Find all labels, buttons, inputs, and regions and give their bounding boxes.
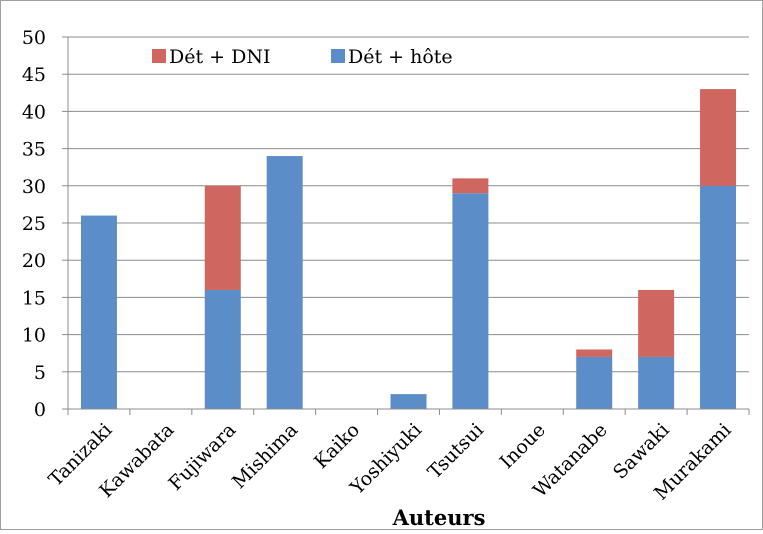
legend-label: Dét + hôte — [348, 46, 453, 68]
bar-segment — [390, 394, 427, 409]
x-tick-label: Mishima — [228, 419, 302, 493]
y-tick-label: 25 — [22, 213, 46, 235]
y-tick-label: 40 — [22, 101, 46, 123]
bar-segment — [638, 356, 675, 409]
bar-segment — [700, 89, 737, 186]
x-tick-label: Inoue — [496, 419, 550, 473]
bar-segment — [204, 185, 241, 290]
y-tick-label: 5 — [34, 362, 46, 384]
y-tick-label: 0 — [34, 399, 46, 421]
y-tick-label: 50 — [22, 27, 46, 49]
y-tick-label: 20 — [22, 250, 46, 272]
bar-segment — [80, 215, 117, 409]
y-tick-label: 15 — [22, 287, 46, 309]
y-tick-label: 45 — [22, 64, 46, 86]
y-tick-label: 10 — [22, 325, 46, 347]
bar-segment — [576, 349, 613, 357]
bar-segment — [700, 185, 737, 409]
bar-segment — [452, 178, 489, 194]
bar-segment — [452, 193, 489, 409]
bar-segment — [576, 356, 613, 409]
y-tick-label: 35 — [22, 139, 46, 161]
bars — [80, 89, 737, 409]
gridlines — [68, 36, 749, 373]
legend-label: Dét + DNI — [169, 46, 270, 68]
x-tick-label: Tsutsui — [424, 419, 488, 483]
bar-segment — [266, 156, 303, 409]
x-axis-title: Auteurs — [392, 505, 486, 529]
bar-segment — [204, 289, 241, 409]
axes: 05101520253035404550TanizakiKawabataFuji… — [22, 27, 750, 505]
legend: Dét + DNI Dét + hôte — [152, 46, 453, 68]
y-tick-label: 30 — [22, 176, 46, 198]
x-tick-label: Fujiwara — [164, 419, 240, 495]
legend-swatch — [152, 49, 166, 63]
x-tick-label: Kaiko — [310, 419, 364, 473]
legend-swatch — [331, 49, 345, 63]
bar-segment — [638, 289, 675, 357]
